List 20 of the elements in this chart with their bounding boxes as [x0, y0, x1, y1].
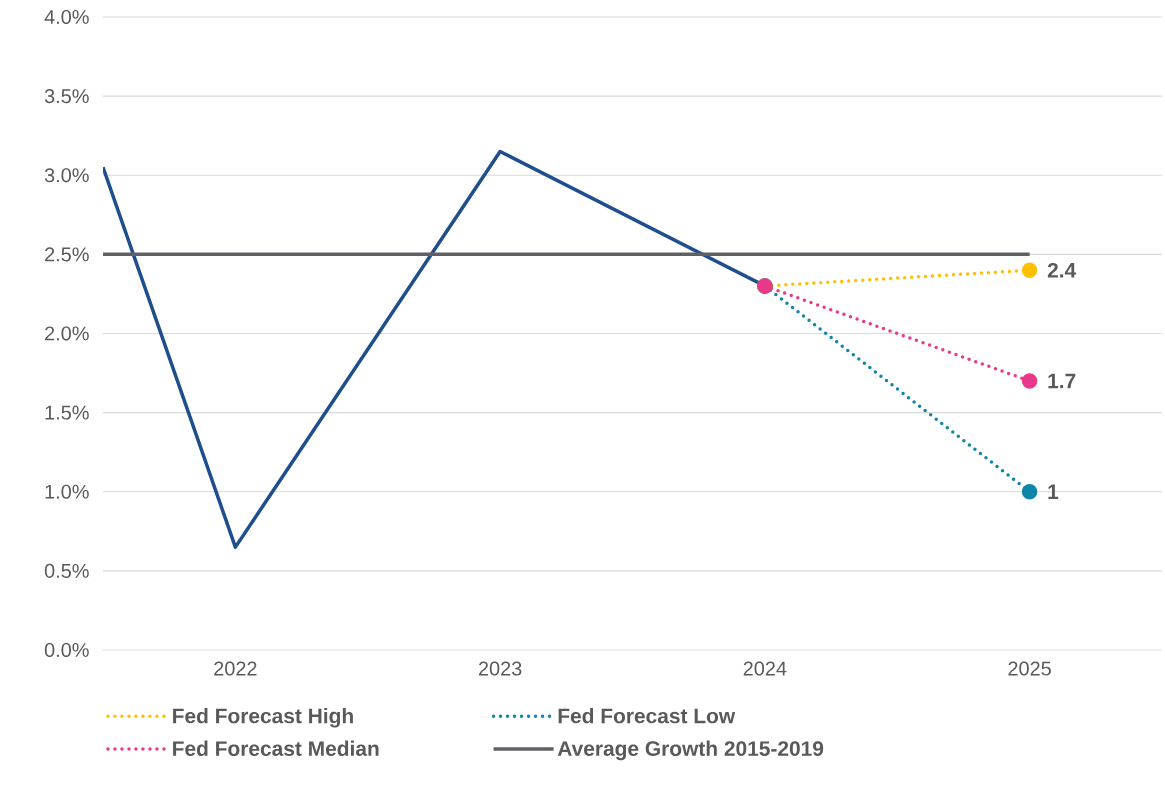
y-tick-label: 3.5% [44, 89, 89, 104]
data-label: 2.4 [1047, 262, 1077, 278]
x-tick-label: 2022 [214, 661, 257, 676]
x-tick-label: 2023 [478, 661, 522, 676]
y-tick-label: 3.0% [44, 168, 89, 183]
y-tick-label: 2.5% [45, 247, 89, 262]
legend-label: Fed Forecast High [173, 707, 353, 728]
y-tick-label: 0.0% [44, 642, 89, 658]
data-label: 1 [1048, 484, 1059, 499]
x-tick-label: 2024 [743, 661, 787, 676]
legend-label: Average Growth 2015-2019 [557, 740, 824, 761]
legend-label: Fed Forecast Median [173, 740, 379, 756]
y-tick-label: 1.5% [45, 405, 89, 420]
legend-label: Fed Forecast Low [558, 707, 736, 724]
y-tick-label: 0.5% [44, 563, 89, 578]
y-tick-label: 4.0% [44, 9, 89, 25]
data-label: 1.7 [1048, 373, 1076, 389]
y-tick-label: 2.0% [45, 326, 89, 341]
y-tick-label: 1.0% [45, 484, 89, 499]
x-tick-label: 2025 [1008, 661, 1051, 676]
